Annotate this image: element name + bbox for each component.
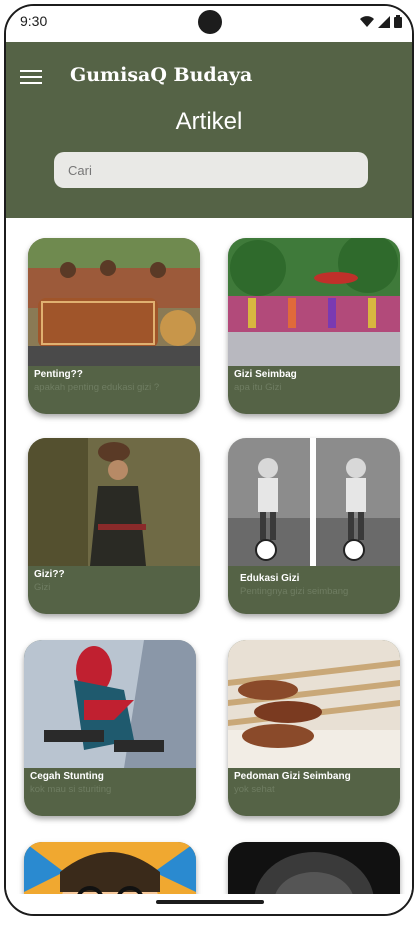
article-subtitle: yok sehat: [234, 784, 275, 795]
app-title: GumisaQ Budaya: [70, 64, 253, 86]
search-input[interactable]: [54, 152, 368, 188]
article-image-boy-soccer: [228, 438, 400, 566]
article-card-pedoman-gizi[interactable]: Pedoman Gizi Seimbang yok sehat: [228, 640, 400, 816]
article-card-gizi-seimbag[interactable]: Gizi Seimbag apa itu Gizi: [228, 238, 400, 414]
camera-cutout: [198, 10, 222, 34]
article-image-dancers: [28, 238, 200, 366]
article-title: Edukasi Gizi: [240, 573, 300, 584]
article-grid: Penting?? apakah penting edukasi gizi ? …: [6, 218, 412, 894]
article-title: Pedoman Gizi Seimbang: [234, 771, 351, 782]
article-card-partial-left[interactable]: [24, 842, 196, 894]
article-image-woman: [28, 438, 200, 566]
article-card-gizi[interactable]: Gizi?? Gizi: [28, 438, 200, 614]
article-image-sate: [228, 640, 400, 768]
status-time: 9:30: [20, 13, 48, 29]
app-header: GumisaQ Budaya Artikel: [6, 42, 412, 218]
article-image-procession: [228, 238, 400, 366]
status-bar: 9:30: [6, 6, 412, 42]
article-subtitle: apa itu Gizi: [234, 382, 282, 393]
article-title: Gizi??: [34, 569, 65, 580]
article-subtitle: kok mau si sturiting: [30, 784, 112, 795]
article-subtitle: Pentingnya gizi seimbang: [240, 586, 349, 597]
page-title: Artikel: [175, 108, 243, 135]
wifi-icon: [360, 15, 374, 27]
bottom-bar: [6, 894, 412, 914]
article-image-scan: [228, 842, 400, 894]
article-subtitle: Gizi: [34, 582, 51, 593]
article-subtitle: apakah penting edukasi gizi ?: [34, 382, 160, 393]
home-indicator[interactable]: [156, 900, 264, 904]
article-card-partial-right[interactable]: [228, 842, 400, 894]
article-card-edukasi-gizi[interactable]: Edukasi Gizi Pentingnya gizi seimbang: [228, 438, 400, 614]
signal-icon: [378, 15, 390, 28]
article-image-spiderman: [24, 640, 196, 768]
article-title: Penting??: [34, 369, 83, 380]
article-card-penting[interactable]: Penting?? apakah penting edukasi gizi ?: [28, 238, 200, 414]
article-title: Cegah Stunting: [30, 771, 104, 782]
battery-icon: [394, 15, 402, 28]
menu-icon[interactable]: [20, 70, 42, 86]
article-image-cartoon: [24, 842, 196, 894]
article-title: Gizi Seimbag: [234, 369, 297, 380]
phone-frame: 9:30 GumisaQ Budaya Artikel: [4, 4, 414, 916]
status-icons: [360, 15, 402, 28]
article-card-cegah-stunting[interactable]: Cegah Stunting kok mau si sturiting: [24, 640, 196, 816]
